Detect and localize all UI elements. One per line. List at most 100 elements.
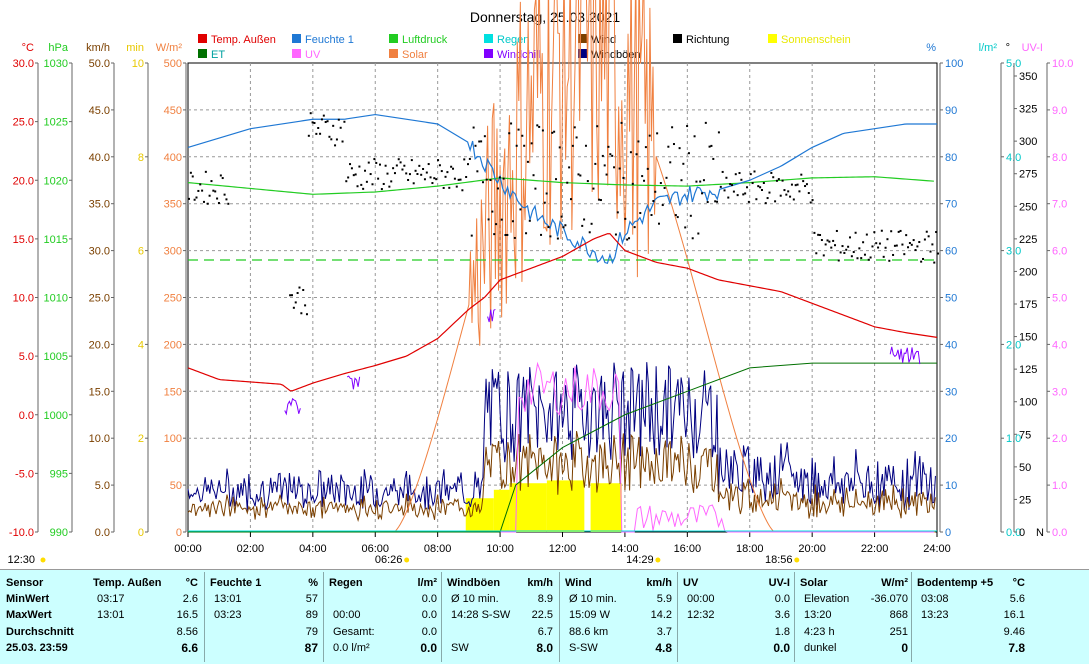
axis-label-uv: 1.0 (1052, 480, 1067, 492)
sun-marker-icon (655, 557, 661, 563)
summary-cell-value: 5.9 (656, 593, 672, 605)
direction-point (429, 176, 432, 179)
axis-label-solar: 350 (164, 199, 182, 211)
direction-point (740, 178, 743, 181)
direction-point (452, 167, 455, 170)
axis-label-humidity: 80 (945, 152, 957, 164)
direction-point (841, 245, 844, 248)
direction-point (777, 178, 780, 181)
summary-cell-value: 0.0 (421, 609, 437, 621)
axis-label-rain: 0.0 (1006, 527, 1021, 539)
direction-point (296, 292, 299, 295)
direction-point (555, 178, 558, 181)
axis-label-pressure: 1015 (44, 234, 68, 246)
axes: 00:00 02:00 04:00 06:00 08:00 10:00 12:00 14:00… (7, 42, 1073, 566)
direction-point (716, 200, 719, 203)
summary-col-title: Wind (565, 577, 592, 589)
axis-label-pressure: 1030 (44, 58, 68, 70)
summary-col-unit: °C (185, 577, 198, 589)
axis-label-direction: 200 (1019, 266, 1037, 278)
direction-point (693, 135, 696, 138)
axis-unit-pressure: hPa (48, 42, 68, 54)
axis-label-uv: 7.0 (1052, 199, 1067, 211)
direction-point (467, 163, 470, 166)
direction-point (450, 165, 453, 168)
direction-point (504, 234, 507, 237)
summary-cell-value: 0.0 (773, 641, 790, 655)
direction-point (937, 252, 939, 255)
direction-point (603, 164, 606, 167)
direction-point (324, 121, 327, 124)
direction-point (796, 183, 799, 186)
direction-point (805, 183, 808, 186)
summary-row-label: Sensor (6, 577, 44, 589)
direction-point (208, 194, 211, 197)
direction-point (397, 158, 400, 161)
direction-point (304, 304, 307, 307)
axis-label-wind: 10.0 (89, 433, 110, 445)
summary-row-label: 25.03. 23:59 (6, 642, 68, 654)
direction-point (322, 114, 325, 117)
axis-label-humidity: 90 (945, 105, 957, 117)
direction-point (568, 166, 571, 169)
series-wind (187, 431, 936, 523)
direction-point (719, 185, 722, 188)
direction-point (641, 175, 644, 178)
direction-point (418, 164, 421, 167)
axis-label-wind: 15.0 (89, 386, 110, 398)
direction-point (616, 211, 619, 214)
direction-point (210, 180, 213, 183)
sun-marker-icon (794, 557, 800, 563)
direction-point (798, 190, 801, 193)
legend-label: Feuchte 1 (305, 34, 354, 46)
direction-point (594, 162, 597, 165)
direction-point (442, 186, 445, 189)
direction-point (736, 194, 739, 197)
axis-unit-humidity: % (926, 42, 936, 54)
direction-point (596, 125, 599, 128)
direction-point (553, 130, 556, 133)
axis-label-pressure: 1025 (44, 117, 68, 129)
direction-point (873, 231, 876, 234)
summary-cell-label: 0.0 l/m² (333, 642, 370, 654)
direction-point (437, 159, 440, 162)
direction-point (914, 249, 917, 252)
x-tick-label: 18:00 (736, 543, 764, 555)
legend-swatch (292, 34, 301, 43)
direction-point (869, 256, 872, 259)
legend-swatch (768, 34, 777, 43)
series-windchill (889, 346, 921, 365)
direction-point (566, 181, 569, 184)
direction-point (618, 167, 621, 170)
direction-point (886, 238, 889, 241)
sun-marker-label: 12:30 (7, 554, 35, 566)
summary-separator (911, 572, 912, 662)
axis-label-direction: 175 (1019, 299, 1037, 311)
summary-cell-value: 4.8 (655, 641, 672, 655)
axis-label-solar: 450 (164, 105, 182, 117)
direction-point (489, 179, 492, 182)
direction-point (195, 196, 198, 199)
direction-point (349, 163, 352, 166)
legend-swatch (484, 34, 493, 43)
summary-cell-value: 89 (305, 609, 318, 621)
summary-row-label: MaxWert (6, 609, 52, 621)
direction-point (834, 244, 837, 247)
summary-cell-label: 00:00 (687, 593, 715, 605)
direction-point (393, 172, 396, 175)
direction-point (862, 241, 865, 244)
direction-point (787, 190, 790, 193)
summary-cell-value: 9.46 (1003, 626, 1025, 638)
summary-cell-label: 03:17 (97, 593, 125, 605)
direction-point (377, 177, 380, 180)
summary-cell-label: 13:20 (804, 609, 832, 621)
direction-point (564, 224, 567, 227)
axis-label-direction: 325 (1019, 104, 1037, 116)
direction-point (747, 200, 750, 203)
direction-point (525, 232, 528, 235)
direction-point (757, 185, 760, 188)
direction-point (339, 126, 342, 129)
direction-point (515, 144, 518, 147)
direction-point (584, 144, 587, 147)
direction-point (483, 135, 486, 138)
